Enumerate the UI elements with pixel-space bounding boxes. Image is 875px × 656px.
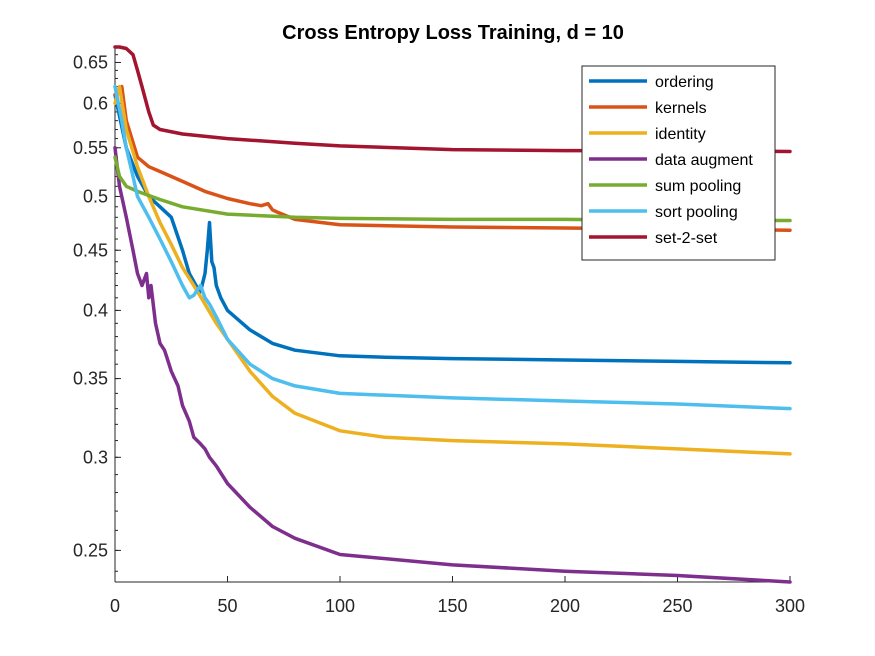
- legend-label-ordering: ordering: [655, 74, 714, 91]
- series-line-sum-pooling: [113, 155, 792, 223]
- legend-label-identity: identity: [655, 126, 706, 143]
- x-tick-label: 300: [775, 596, 805, 616]
- legend-label-set-2-set: set-2-set: [655, 230, 718, 247]
- legend-label-sum-pooling: sum pooling: [655, 178, 741, 195]
- legend-label-kernels: kernels: [655, 100, 707, 117]
- y-tick-label: 0.4: [83, 300, 108, 320]
- series-line-sort-pooling: [113, 84, 792, 411]
- series-line-kernels: [113, 84, 792, 232]
- legend: ordering kernels identity data augment sum p…: [581, 65, 776, 261]
- y-tick-label: 0.5: [83, 186, 108, 206]
- series-line-identity: [113, 84, 792, 456]
- y-tick-label: 0.3: [83, 447, 108, 467]
- series-line-data-augment: [113, 146, 792, 584]
- plot-area: 0.25 0.3 0.35 0.4 0.45 0.5 0.55 0.6 0.65 0 50 100 15…: [73, 45, 805, 616]
- y-tick-label: 0.25: [73, 540, 108, 560]
- y-tick-label: 0.35: [73, 369, 108, 389]
- chart-title: Cross Entropy Loss Training, d = 10: [282, 22, 624, 44]
- x-tick-label: 100: [325, 596, 355, 616]
- series-line-set-2-set: [113, 45, 792, 154]
- y-tick-label: 0.55: [73, 138, 108, 158]
- legend-box: [581, 65, 776, 261]
- x-tick-label: 150: [437, 596, 467, 616]
- x-tick-label: 0: [110, 596, 120, 616]
- x-tick-label: 50: [217, 596, 237, 616]
- y-tick-label: 0.6: [83, 93, 108, 113]
- legend-label-sort-pooling: sort pooling: [655, 204, 738, 221]
- legend-label-data-augment: data augment: [655, 152, 753, 169]
- x-tick-label: 200: [550, 596, 580, 616]
- x-tick-label: 250: [662, 596, 692, 616]
- y-tick-label: 0.45: [73, 240, 108, 260]
- y-tick-label: 0.65: [73, 52, 108, 72]
- series-line-ordering: [113, 93, 792, 365]
